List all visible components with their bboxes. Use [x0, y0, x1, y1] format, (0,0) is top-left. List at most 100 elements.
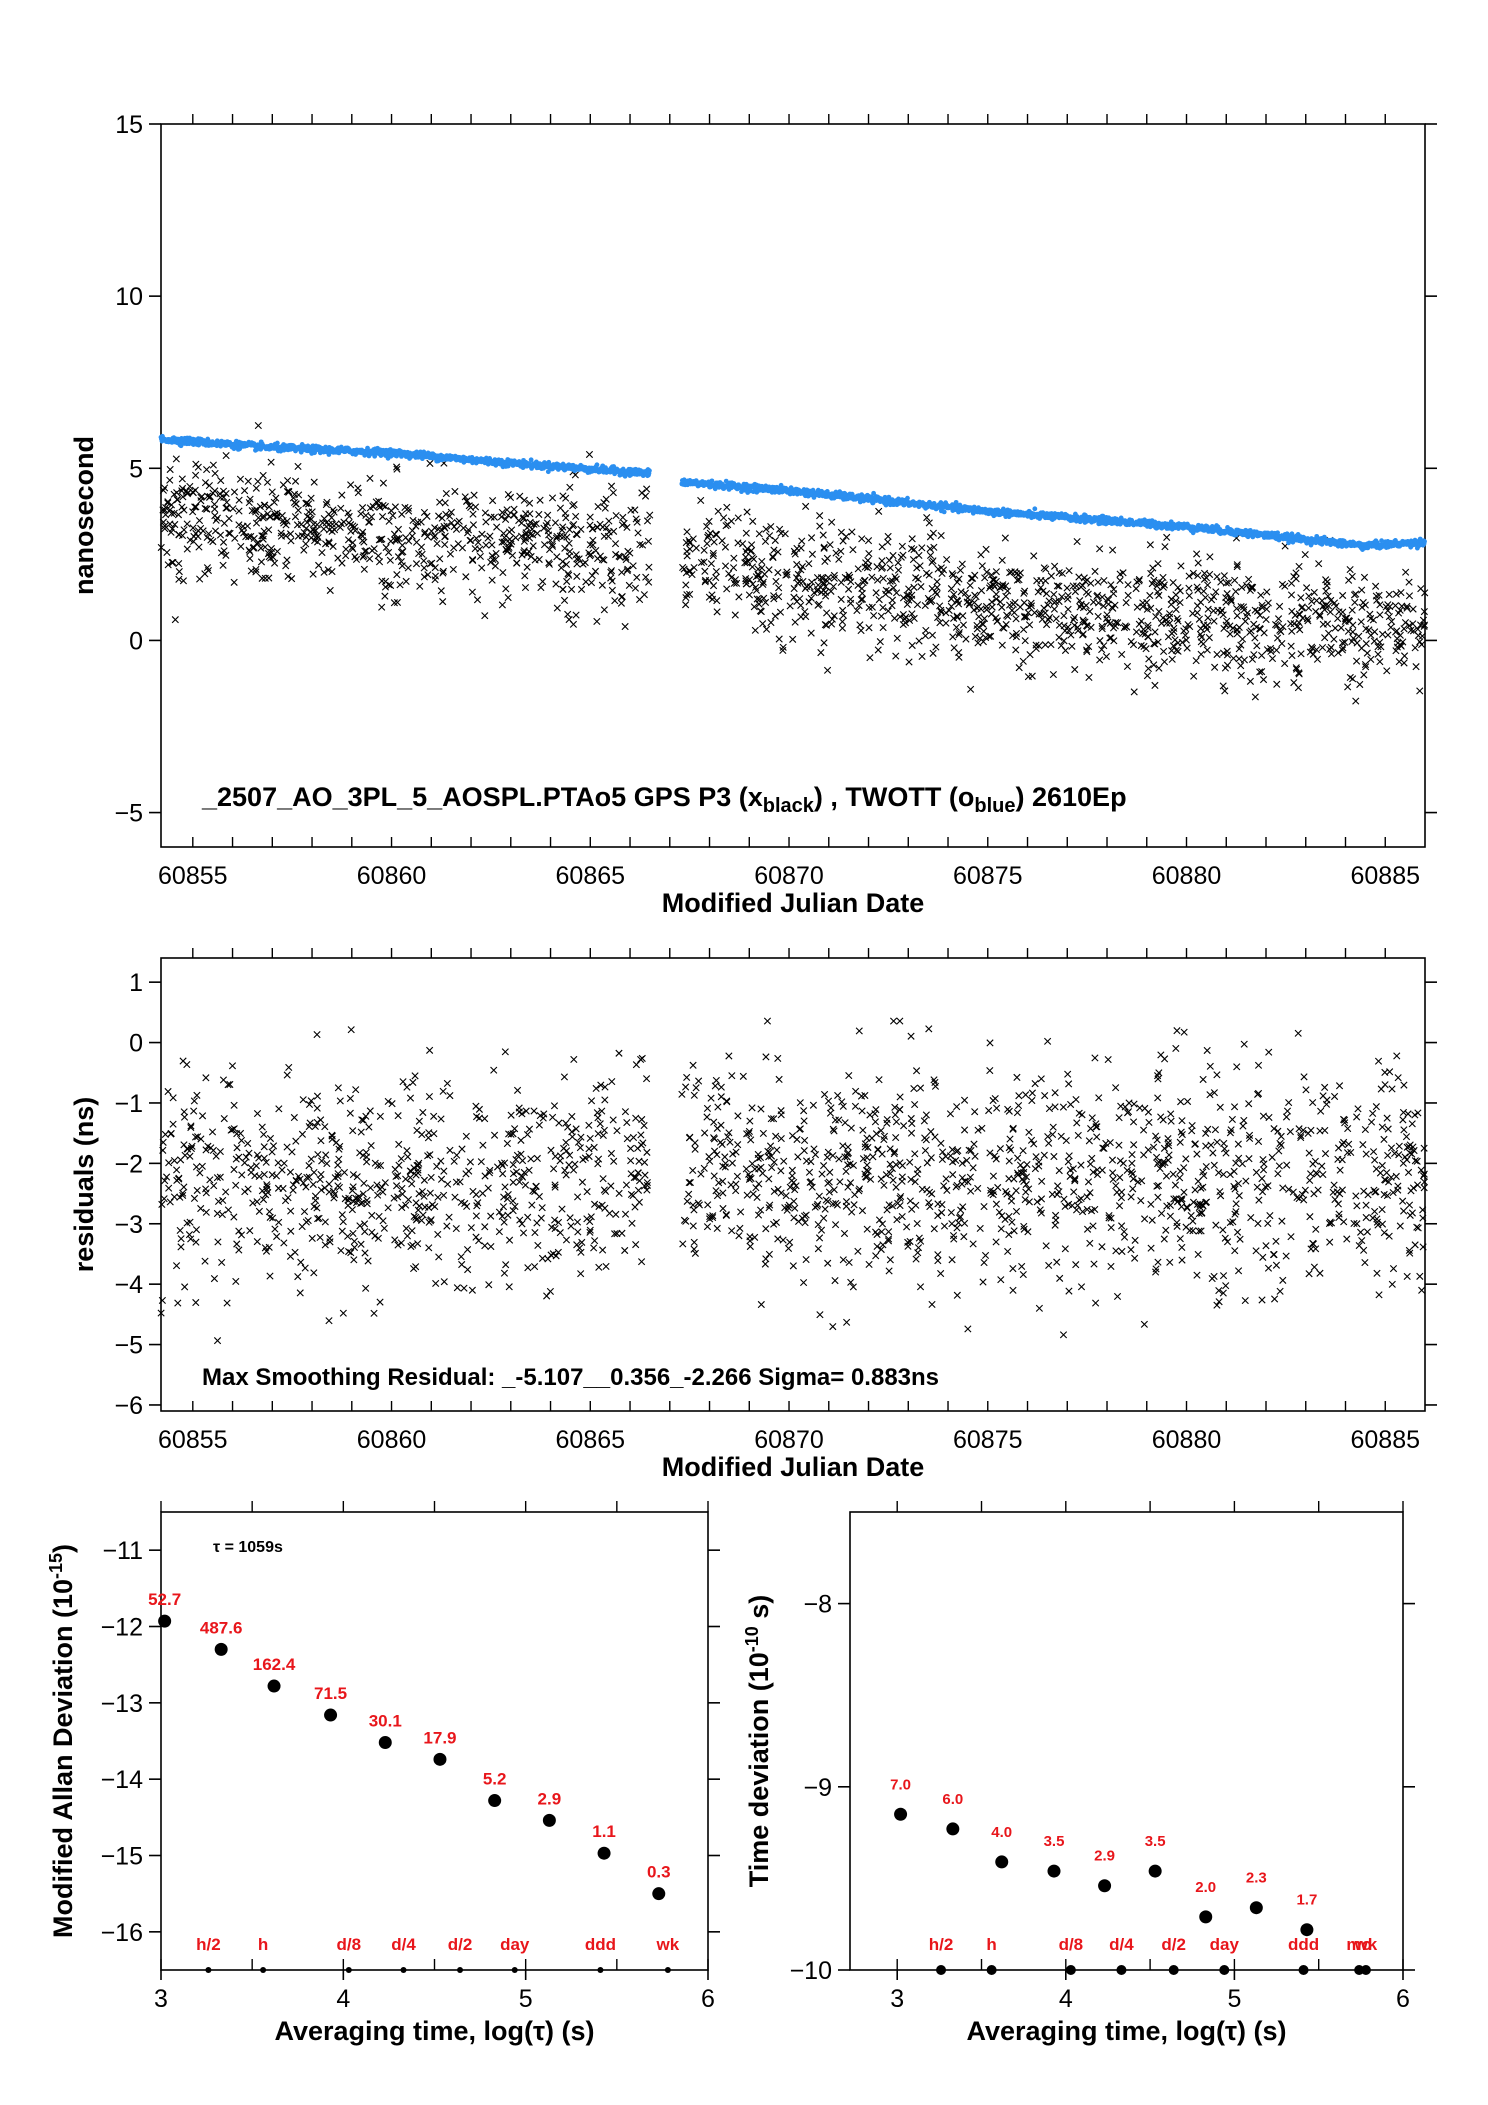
data-point-x	[753, 595, 761, 603]
data-point-x	[620, 519, 628, 527]
data-point-x	[1110, 585, 1118, 593]
data-point-x	[566, 526, 574, 534]
data-point-x	[742, 553, 750, 561]
series-gps-points	[157, 421, 1429, 705]
data-point-x	[829, 582, 838, 591]
data-point-x	[1227, 596, 1235, 604]
data-point-x	[437, 587, 445, 595]
data-point-x	[378, 603, 386, 611]
data-point-x	[1060, 612, 1068, 620]
data-point-x	[302, 540, 310, 548]
data-point-x	[955, 600, 963, 608]
data-point-x	[183, 545, 191, 553]
data-point-x	[1154, 560, 1162, 568]
data-point-x	[382, 543, 390, 552]
data-point-x	[205, 530, 213, 538]
data-point-x	[767, 618, 775, 627]
data-point-x	[1169, 578, 1177, 587]
y-axis-title: residuals (ns)	[69, 1097, 99, 1273]
data-point-x	[1072, 582, 1081, 590]
data-point-x	[198, 492, 206, 501]
x-tick-label: 60880	[1152, 1426, 1222, 1454]
data-point-x	[390, 599, 398, 607]
data-point-x	[1033, 577, 1041, 585]
data-point-x	[638, 541, 647, 549]
data-point-x	[1229, 654, 1238, 662]
data-point-x	[1372, 582, 1380, 590]
data-point-x	[1276, 602, 1284, 610]
data-point-x	[1235, 655, 1243, 663]
data-point-x	[1020, 589, 1028, 597]
data-point-x	[1277, 628, 1285, 636]
data-point-x	[326, 586, 334, 595]
x-axis-title: Modified Julian Date	[662, 888, 925, 918]
data-point-x	[750, 603, 758, 611]
data-point-x	[1096, 545, 1104, 553]
data-point-x	[975, 613, 983, 621]
data-point-x	[1132, 628, 1141, 636]
data-point-x	[838, 618, 847, 626]
data-point-x	[598, 581, 606, 589]
data-point-x	[878, 543, 886, 551]
data-point-x	[1178, 638, 1186, 647]
data-point-x	[345, 512, 353, 520]
data-point-x	[1288, 651, 1296, 660]
data-point-x	[1223, 651, 1232, 659]
data-point-x	[743, 559, 751, 567]
data-point-x	[189, 508, 197, 516]
data-point-x	[748, 563, 756, 571]
data-point-x	[1135, 577, 1143, 585]
data-point-o	[1422, 539, 1427, 544]
data-point-x	[210, 500, 219, 508]
y-tick-label: 5	[129, 455, 143, 483]
data-point-x	[721, 562, 730, 570]
data-point-x	[1093, 592, 1101, 601]
data-point-x	[838, 624, 847, 632]
data-point-x	[790, 593, 798, 601]
y-tick-label: −3	[114, 1211, 143, 1239]
data-point-x	[683, 552, 691, 560]
data-point-x	[1258, 651, 1266, 660]
data-point-x	[408, 527, 416, 535]
data-point-x	[644, 537, 653, 545]
data-point-x	[305, 500, 313, 508]
data-point-x	[1272, 646, 1281, 654]
data-point-x	[771, 536, 779, 545]
title-part-title-sub1: black	[763, 795, 815, 817]
data-point-x	[1362, 663, 1370, 671]
data-point-x	[1357, 618, 1365, 626]
data-point-x	[1085, 673, 1093, 682]
data-point-x	[858, 595, 867, 603]
data-point-x	[476, 545, 484, 553]
data-point-x	[405, 507, 413, 515]
data-point-x	[1084, 590, 1092, 598]
data-point-x	[805, 560, 813, 568]
data-point-x	[1028, 672, 1036, 680]
data-point-x	[905, 591, 913, 599]
data-point-x	[1237, 662, 1245, 670]
data-point-x	[523, 563, 531, 571]
data-point-x	[936, 619, 944, 627]
data-point-x	[1356, 680, 1364, 689]
data-point-x	[283, 476, 292, 485]
data-point-x	[714, 507, 722, 515]
data-point-x	[1341, 614, 1350, 622]
data-point-x	[230, 578, 238, 586]
data-point-x	[1377, 643, 1385, 651]
data-point-x	[932, 643, 940, 651]
data-point-x	[1279, 623, 1287, 631]
data-point-x	[1189, 609, 1197, 618]
data-point-x	[545, 559, 553, 567]
data-point-x	[1405, 621, 1413, 630]
data-point-x	[375, 501, 383, 509]
data-point-x	[250, 543, 258, 551]
data-point-x	[397, 548, 406, 556]
data-point-x	[786, 602, 794, 610]
data-point-x	[398, 562, 406, 570]
y-tick-label: −6	[114, 1392, 143, 1420]
data-point-x	[996, 598, 1004, 606]
data-point-x	[1116, 576, 1124, 585]
data-point-x	[1295, 562, 1303, 571]
data-point-x	[962, 635, 970, 643]
